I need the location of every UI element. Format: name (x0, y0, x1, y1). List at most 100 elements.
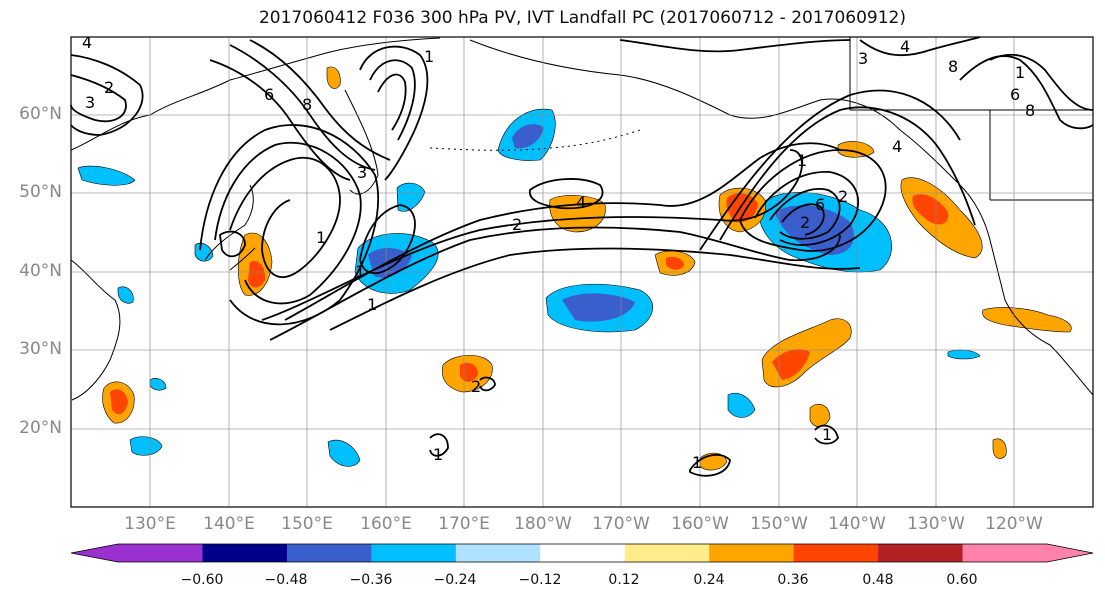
pos-blob-core (110, 389, 128, 415)
contour (214, 141, 362, 305)
lon-label: 170°E (438, 514, 490, 534)
contour-label: 1 (424, 47, 434, 66)
contour-label: 4 (900, 37, 910, 56)
neg-blob (129, 436, 163, 456)
contour (209, 59, 351, 181)
map-title: 2017060412 F036 300 hPa PV, IVT Landfall… (258, 8, 906, 28)
lon-label: 130°W (907, 514, 965, 534)
contour-label: 3 (357, 163, 367, 182)
pos-blob-core (460, 362, 478, 382)
pos-blob (837, 141, 875, 158)
neg-blob (327, 439, 361, 467)
colorbar-tick-label: 0.48 (862, 572, 894, 588)
lat-label: 30°N (19, 339, 62, 359)
colorbar-tick-label: 0.36 (777, 572, 809, 588)
neg-blob (149, 378, 167, 391)
lon-label: 170°W (592, 514, 650, 534)
contour-label: 6 (1010, 85, 1020, 104)
colorbar-bin (793, 544, 879, 562)
contour-label: 1 (316, 228, 326, 247)
canada-border (849, 37, 1093, 201)
contour-label: 2 (104, 78, 114, 97)
pos-blob (809, 403, 831, 427)
contour (689, 453, 731, 477)
contour-label: 6 (815, 195, 825, 214)
contour-label: 1 (367, 295, 377, 314)
colorbar-tick-label: −0.48 (264, 572, 308, 588)
neg-blob (117, 286, 134, 304)
lon-label: 130°E (124, 514, 176, 534)
contour (429, 433, 449, 457)
lon-label: 160°W (671, 514, 729, 534)
contour (754, 171, 859, 246)
contour (719, 106, 976, 241)
contour (528, 178, 604, 210)
contour (479, 376, 496, 392)
contour (229, 157, 341, 278)
contour (219, 230, 246, 258)
na-west-coast (959, 184, 1094, 396)
asia-coast (70, 37, 441, 401)
contour (814, 424, 839, 445)
lat-label: 60°N (19, 104, 62, 124)
contour (769, 188, 841, 240)
colorbar-bin (624, 544, 710, 562)
contour (199, 124, 379, 326)
lon-label: 150°E (281, 514, 333, 534)
contour-label: 1 (797, 151, 807, 170)
contour (284, 142, 841, 321)
pos-blob-core (666, 256, 684, 270)
contour-label: 8 (302, 95, 312, 114)
neg-blob (727, 392, 756, 418)
colorbar-tick-label: −0.24 (433, 572, 477, 588)
contour-label: 2 (512, 215, 522, 234)
contour-label: 8 (948, 57, 958, 76)
pv-contours (70, 36, 1094, 477)
contour (249, 39, 391, 161)
contour-label: 2 (838, 187, 848, 206)
contour-label: 1 (433, 445, 443, 464)
aleutians (429, 129, 641, 151)
colorbar-tick-label: 0.12 (608, 572, 640, 588)
colorbar-bin (540, 544, 626, 562)
pos-blob-core (912, 194, 949, 225)
lat-label: 20°N (19, 418, 62, 438)
neg-blob-core (512, 124, 544, 149)
contour (70, 74, 127, 123)
contour-label: 1 (822, 425, 832, 444)
colorbar-bin (962, 544, 1048, 562)
contour-label: 6 (264, 85, 274, 104)
contour-label: 8 (1025, 101, 1035, 120)
pos-blob (982, 307, 1072, 333)
lat-label: 40°N (19, 261, 62, 281)
contour (989, 53, 1094, 111)
contour (699, 89, 961, 251)
contour-label: 1 (1015, 63, 1025, 82)
neg-blob-core (562, 293, 635, 322)
contour (739, 149, 887, 252)
contour (359, 45, 429, 181)
colorbar-bin (118, 544, 203, 562)
contour (377, 73, 407, 131)
lon-label: 180°W (514, 514, 572, 534)
contour-label: 4 (82, 33, 92, 52)
colorbar-tick-label: 0.24 (693, 572, 725, 588)
contour (329, 247, 861, 331)
colorbar-bin (286, 544, 372, 562)
lat-label: 50°N (19, 182, 62, 202)
colorbar-tick-label: −0.60 (180, 572, 224, 588)
pos-blob-core (248, 260, 266, 288)
contour (70, 54, 144, 136)
contour-label: 3 (85, 93, 95, 112)
contour (369, 59, 416, 141)
contour (781, 203, 825, 236)
colorbar-bin (455, 544, 541, 562)
graticule (71, 37, 1093, 507)
lon-label: 150°W (750, 514, 808, 534)
lon-label: 140°W (828, 514, 886, 534)
pos-blob-core (772, 349, 810, 380)
contour-label: 4 (576, 193, 586, 212)
colorbar-extend-high (1047, 544, 1093, 562)
